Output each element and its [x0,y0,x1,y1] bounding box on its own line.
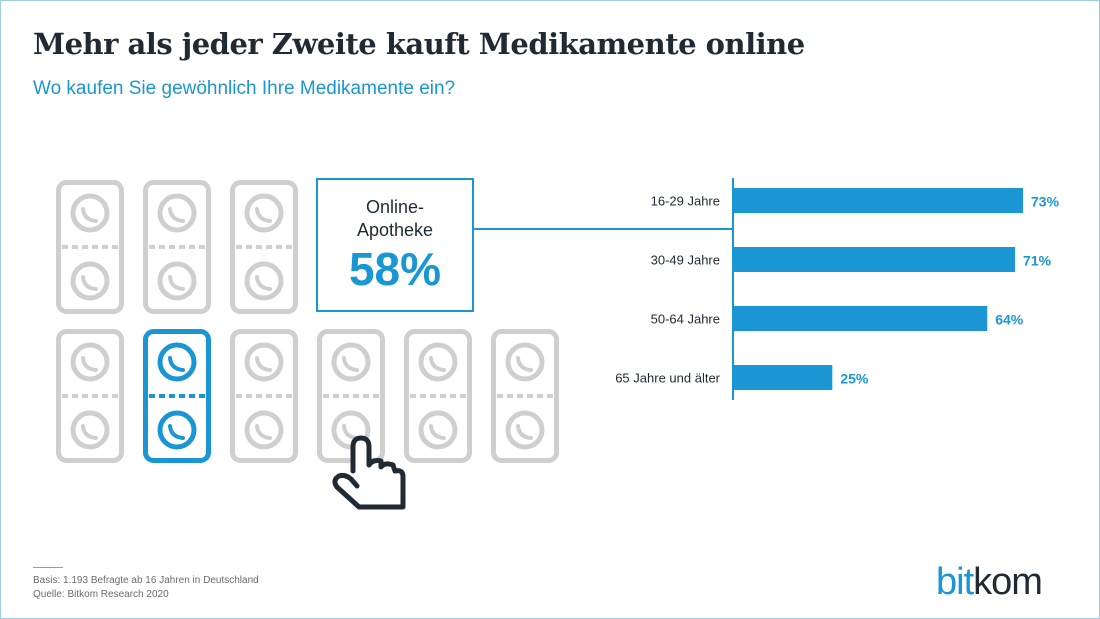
bitkom-logo: bitkom [936,561,1043,603]
bar-value-label: 25% [840,371,869,387]
blister-pack [143,180,211,314]
blister-pack [56,180,124,314]
blister-pack [56,329,124,463]
logo-part-kom: kom [973,561,1043,603]
blister-pack-highlighted [143,329,211,463]
category-label: 50-64 Jahre [651,312,720,327]
chart-axis [732,178,734,400]
hand-pointer-icon [332,435,406,510]
footnote-source: Quelle: Bitkom Research 2020 [33,589,169,600]
bar-value-label: 64% [995,312,1024,328]
blister-pack [404,329,472,463]
callout-value: 58% [348,243,442,295]
bar-value-label: 71% [1023,253,1052,269]
bar [733,188,1023,213]
footnote-basis: Basis: 1.193 Befragte ab 16 Jahren in De… [33,575,259,586]
blister-pack [230,329,298,463]
category-label: 16-29 Jahre [651,194,720,209]
blister-pack [491,329,559,463]
logo-part-bit: bit [936,561,974,603]
bar [733,247,1016,272]
category-label: 65 Jahre und älter [615,371,720,386]
bar [733,365,833,390]
bar [733,306,988,331]
page-subtitle: Wo kaufen Sie gewöhnlich Ihre Medikament… [33,78,456,99]
bar-value-label: 73% [1031,194,1060,210]
blister-pack [230,180,298,314]
callout-connector [474,228,732,230]
page-title: Mehr als jeder Zweite kauft Medikamente … [33,27,805,61]
category-label: 30-49 Jahre [651,253,720,268]
callout-label: Online- Apotheke [356,197,434,240]
online-pharmacy-callout: Online- Apotheke 58% [316,178,474,312]
footer-rule [33,567,63,568]
